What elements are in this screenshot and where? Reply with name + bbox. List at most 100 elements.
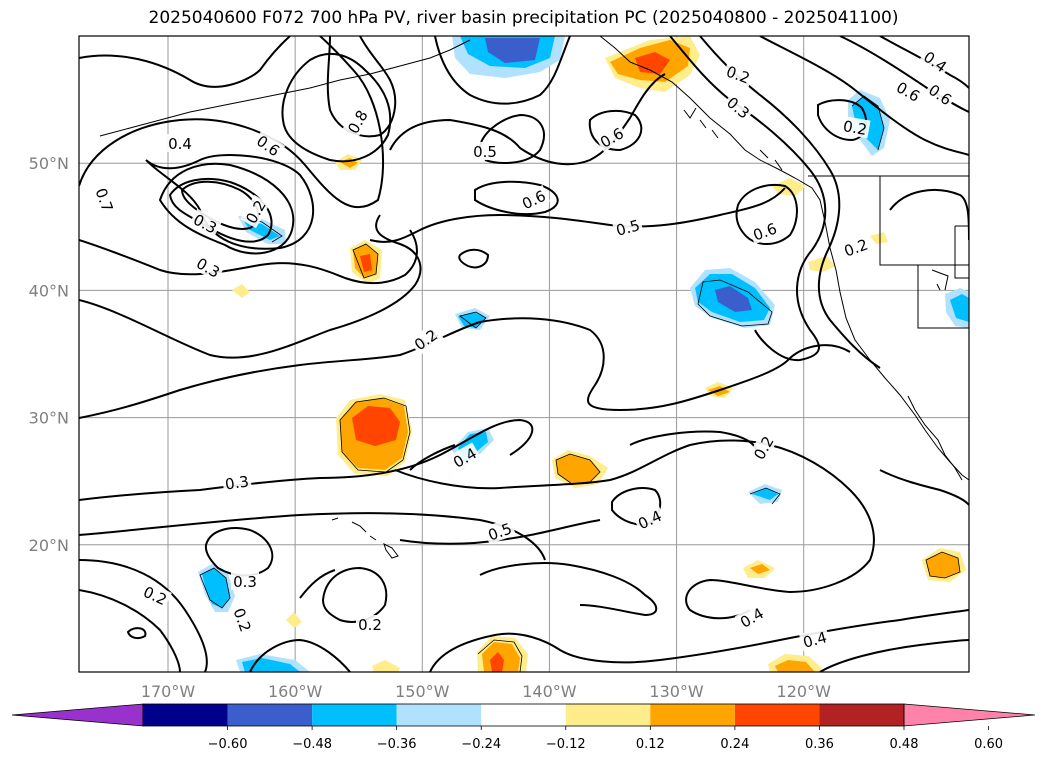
coast-islands — [683, 107, 783, 171]
pv-contour-line — [629, 430, 757, 456]
pv-contour-line — [819, 639, 969, 672]
map-frame — [78, 35, 970, 673]
colorbar-tick-label: 0.24 — [720, 737, 749, 752]
colorbar-swatch — [396, 704, 482, 726]
pv-contour-line — [326, 36, 397, 138]
lon-tick-label: 150°W — [395, 682, 450, 701]
positive-anomaly-blob — [926, 552, 960, 578]
positive-anomaly-blob — [360, 254, 372, 272]
colorbar-swatch — [227, 704, 313, 726]
pv-contour-line — [879, 36, 969, 89]
baja-coast — [907, 395, 963, 481]
pv-contour-line — [79, 36, 291, 88]
anomaly-outline — [459, 311, 487, 329]
colorbar-swatch — [143, 704, 228, 726]
contour-label: 0.2 — [839, 115, 871, 139]
pv-contour-line — [321, 566, 388, 623]
contour-label: 0.5 — [471, 142, 499, 161]
pv-contour-line — [839, 36, 969, 113]
positive-anomaly-blob — [372, 660, 400, 672]
contour-label: 0.4 — [798, 626, 831, 652]
pv-contour-line — [389, 73, 666, 166]
svg-text:0.5: 0.5 — [473, 143, 497, 161]
map-title: 2025040600 F072 700 hPa PV, river basin … — [148, 8, 899, 28]
colorbar-swatch — [565, 704, 651, 726]
pv-contour-line — [281, 52, 392, 163]
negative-anomaly-blob — [485, 38, 540, 63]
pv-contour-line — [479, 562, 658, 617]
lon-tick-label: 130°W — [649, 682, 704, 701]
svg-text:0.2: 0.2 — [842, 117, 869, 139]
negative-anomaly-blob — [752, 488, 778, 500]
pv-contour-line — [588, 109, 643, 152]
latitude-labels: 50°N 40°N 30°N 20°N — [29, 154, 69, 555]
pv-contour-line — [735, 184, 798, 245]
colorbar-swatch — [312, 704, 397, 726]
svg-text:0.3: 0.3 — [224, 472, 250, 493]
lat-tick-label: 20°N — [29, 536, 69, 555]
negative-anomaly-blob — [950, 294, 969, 322]
pv-contour-line — [369, 187, 786, 243]
positive-anomaly-blob — [750, 564, 770, 574]
pv-contour-line — [79, 214, 422, 359]
colorbar-swatch — [734, 704, 820, 726]
positive-anomaly-blob — [352, 406, 400, 446]
pv-contour-line — [79, 418, 534, 501]
svg-text:0.5: 0.5 — [614, 216, 642, 240]
pv-contour-line — [79, 317, 851, 419]
colorbar-swatch — [481, 704, 566, 726]
colorbar-tick-label: 0.60 — [974, 737, 1003, 752]
colorbar-tick-label: −0.12 — [546, 737, 586, 752]
lon-tick-label: 140°W — [522, 682, 577, 701]
pv-contour-line — [474, 180, 559, 216]
colorbar-tick-label: −0.48 — [292, 737, 332, 752]
colorbar-min-arrow — [11, 703, 144, 727]
colorbar-swatch — [819, 704, 904, 726]
positive-anomaly-blob — [490, 652, 504, 672]
pv-contour-line — [434, 36, 571, 105]
anomaly-outline — [339, 397, 411, 473]
positive-anomaly-blob — [635, 52, 670, 74]
colorbar-tick-label: 0.48 — [890, 737, 919, 752]
pv-contour-line — [409, 444, 456, 471]
gridlines — [79, 36, 969, 672]
us-border — [808, 175, 969, 329]
colorbar-swatch — [650, 704, 735, 726]
positive-anomaly-blob — [870, 232, 888, 244]
anomaly-outline — [352, 243, 379, 279]
lat-tick-label: 40°N — [29, 281, 69, 300]
pv-contour-line — [158, 162, 295, 255]
svg-text:0.3: 0.3 — [233, 573, 257, 591]
colorbar: −0.60 −0.48 −0.36 −0.24 −0.12 0.12 0.24 0.36 0.4… — [11, 703, 1036, 752]
anomaly-outline — [697, 279, 773, 327]
pv-contour-line — [79, 229, 418, 285]
pv-contour-line — [79, 512, 546, 561]
contour-label: 0.2 — [356, 615, 384, 634]
east-coast-2 — [931, 269, 949, 291]
hawaii — [331, 517, 399, 559]
colorbar-max-arrow — [903, 703, 1036, 727]
contour-label: 0.3 — [231, 572, 259, 591]
contour-labels: 0.40.70.60.30.20.80.50.60.60.50.20.30.40… — [91, 45, 958, 652]
positive-anomaly-blob — [286, 612, 302, 628]
pv-contour-line — [79, 589, 181, 672]
pv-contour-line — [180, 180, 260, 230]
pv-contour-line — [145, 154, 314, 250]
pv-contour-line — [299, 569, 336, 599]
lon-tick-label: 120°W — [777, 682, 832, 701]
positive-anomaly-blob — [232, 284, 250, 298]
svg-text:0.4: 0.4 — [801, 628, 829, 652]
lon-tick-label: 160°W — [268, 682, 323, 701]
colorbar-frame — [142, 703, 905, 727]
contour-label: 0.4 — [166, 134, 194, 153]
pv-contour-line — [79, 559, 208, 672]
east-coast — [954, 225, 969, 279]
pv-contour-line — [126, 627, 147, 640]
svg-text:0.4: 0.4 — [168, 135, 192, 153]
anomaly-outline — [199, 567, 231, 609]
negative-anomaly-blob — [202, 568, 230, 608]
lon-tick-label: 170°W — [141, 682, 196, 701]
colorbar-tick-label: −0.24 — [461, 737, 501, 752]
positive-anomaly-blob — [556, 454, 600, 484]
